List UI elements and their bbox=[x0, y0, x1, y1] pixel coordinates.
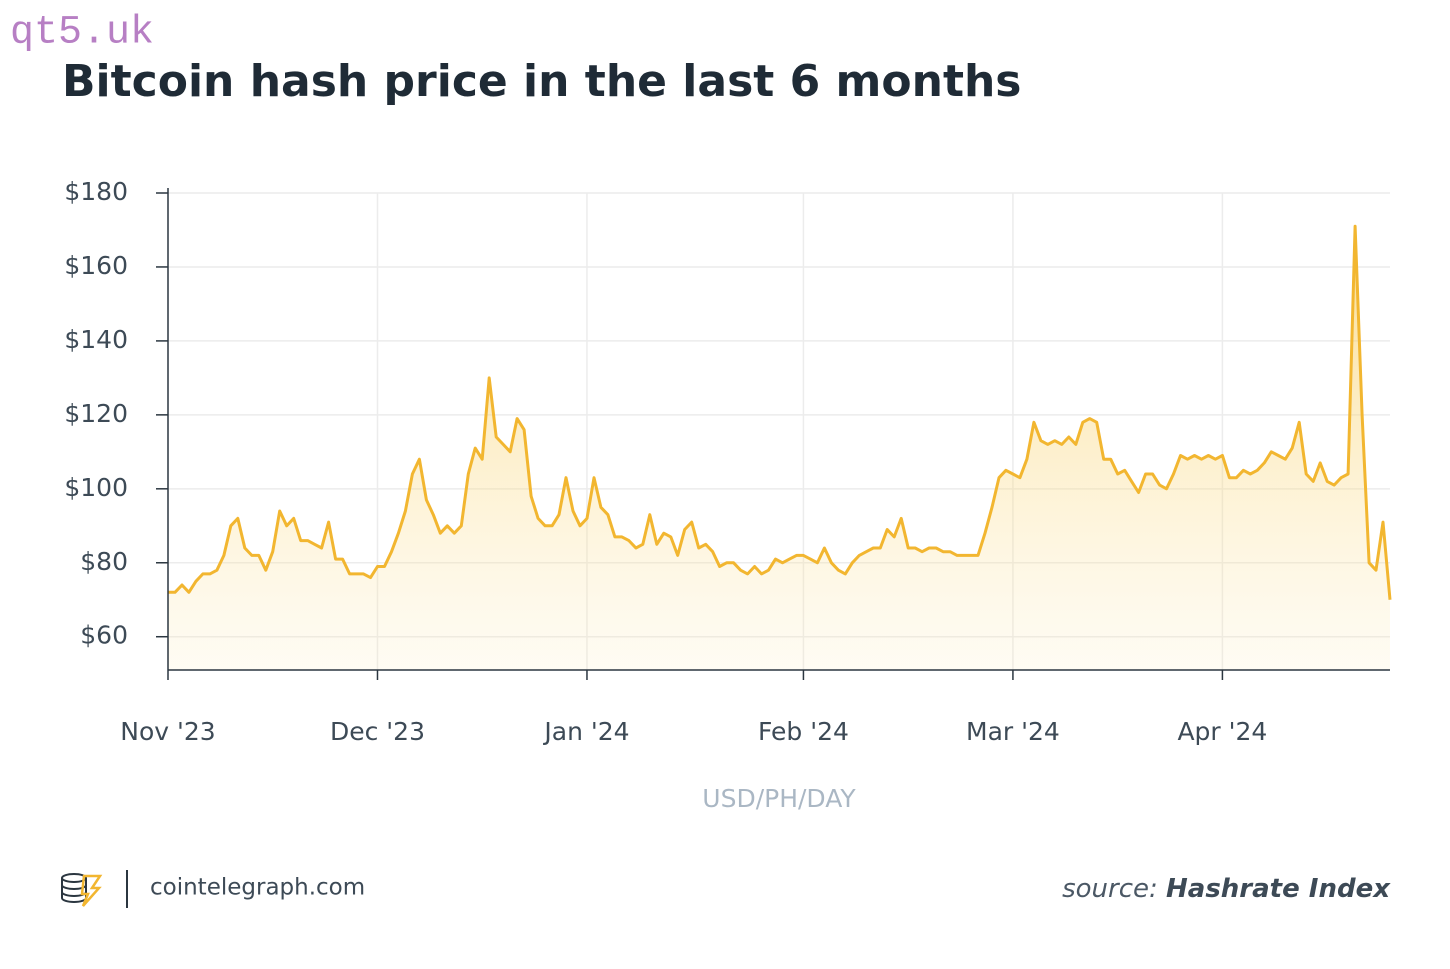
line bbox=[168, 224, 1392, 600]
x-tick-label: Nov '23 bbox=[120, 717, 215, 746]
source-prefix: source: bbox=[1062, 874, 1158, 904]
logo bbox=[61, 870, 128, 908]
y-tick-label: $180 bbox=[64, 177, 128, 206]
y-tick-label: $120 bbox=[64, 399, 128, 428]
x-tick-label: Feb '24 bbox=[758, 717, 849, 746]
x-tick-label: Mar '24 bbox=[966, 717, 1060, 746]
x-tick-label: Apr '24 bbox=[1177, 717, 1267, 746]
footer-site: cointelegraph.com bbox=[150, 875, 365, 901]
y-tick-label: $140 bbox=[64, 325, 128, 354]
y-tick-label: $80 bbox=[80, 547, 128, 576]
x-tick-label: Jan '24 bbox=[542, 717, 629, 746]
area bbox=[168, 226, 1390, 671]
y-tick-label: $160 bbox=[64, 251, 128, 280]
x-tick-label: Dec '23 bbox=[330, 717, 425, 746]
chart-title: Bitcoin hash price in the last 6 months bbox=[62, 56, 1022, 107]
source: source: Hashrate Index bbox=[1062, 874, 1391, 904]
x-axis-label: USD/PH/DAY bbox=[702, 784, 856, 813]
plot-area: $60 $80 $100 $120 $140 $160 $180 Nov '23 Dec '23… bbox=[64, 177, 1392, 746]
y-tick-label: $100 bbox=[64, 473, 128, 502]
source-name: Hashrate Index bbox=[1166, 874, 1391, 904]
watermark: qt5.uk bbox=[10, 11, 154, 56]
y-tick-label: $60 bbox=[80, 621, 128, 650]
